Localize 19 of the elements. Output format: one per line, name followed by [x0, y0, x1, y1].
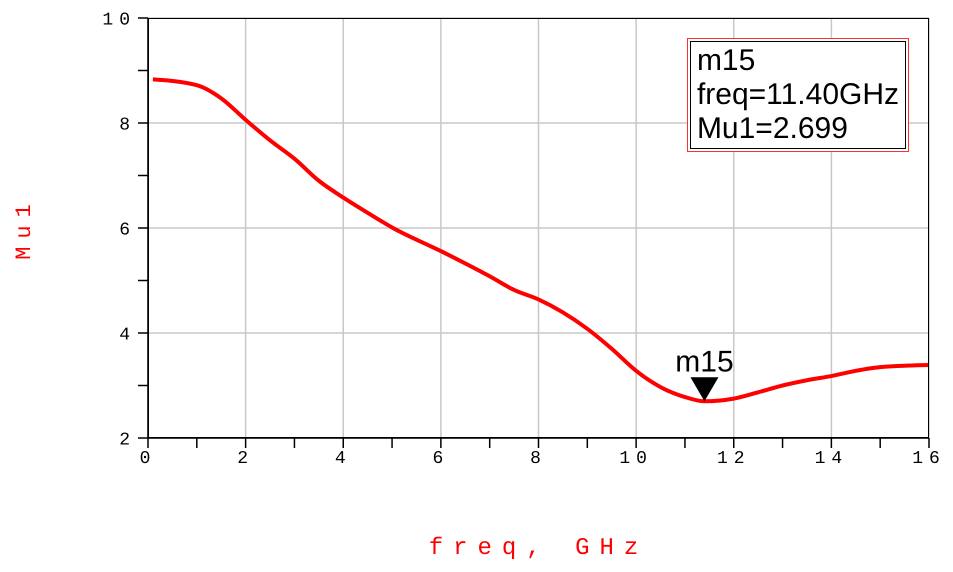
x-tick-label: 16 [912, 448, 946, 469]
y-tick-label: 2 [119, 430, 136, 450]
x-tick-label: 12 [716, 448, 751, 469]
x-tick-label: 0 [140, 448, 156, 469]
y-axis-title: Mu1 [12, 196, 37, 260]
x-tick-label: 4 [334, 448, 352, 469]
annotation: m15 [675, 345, 734, 378]
x-tick-label: 2 [237, 448, 254, 469]
line-series [150, 77, 929, 404]
y-tick-label: 8 [119, 115, 136, 136]
x-tick-label: 10 [619, 448, 653, 469]
y-tick-label: 6 [119, 220, 136, 240]
x-tick-label: 8 [530, 448, 547, 469]
y-tick-label: 4 [119, 325, 136, 346]
y-tick-label: 10 [102, 10, 136, 30]
x-tick-label: 14 [814, 448, 848, 469]
annotation: m15 freq=11.40GHz Mu1=2.699 [690, 41, 906, 149]
x-axis-title: freq, GHz [428, 535, 648, 562]
x-tick-label: 6 [432, 448, 450, 469]
